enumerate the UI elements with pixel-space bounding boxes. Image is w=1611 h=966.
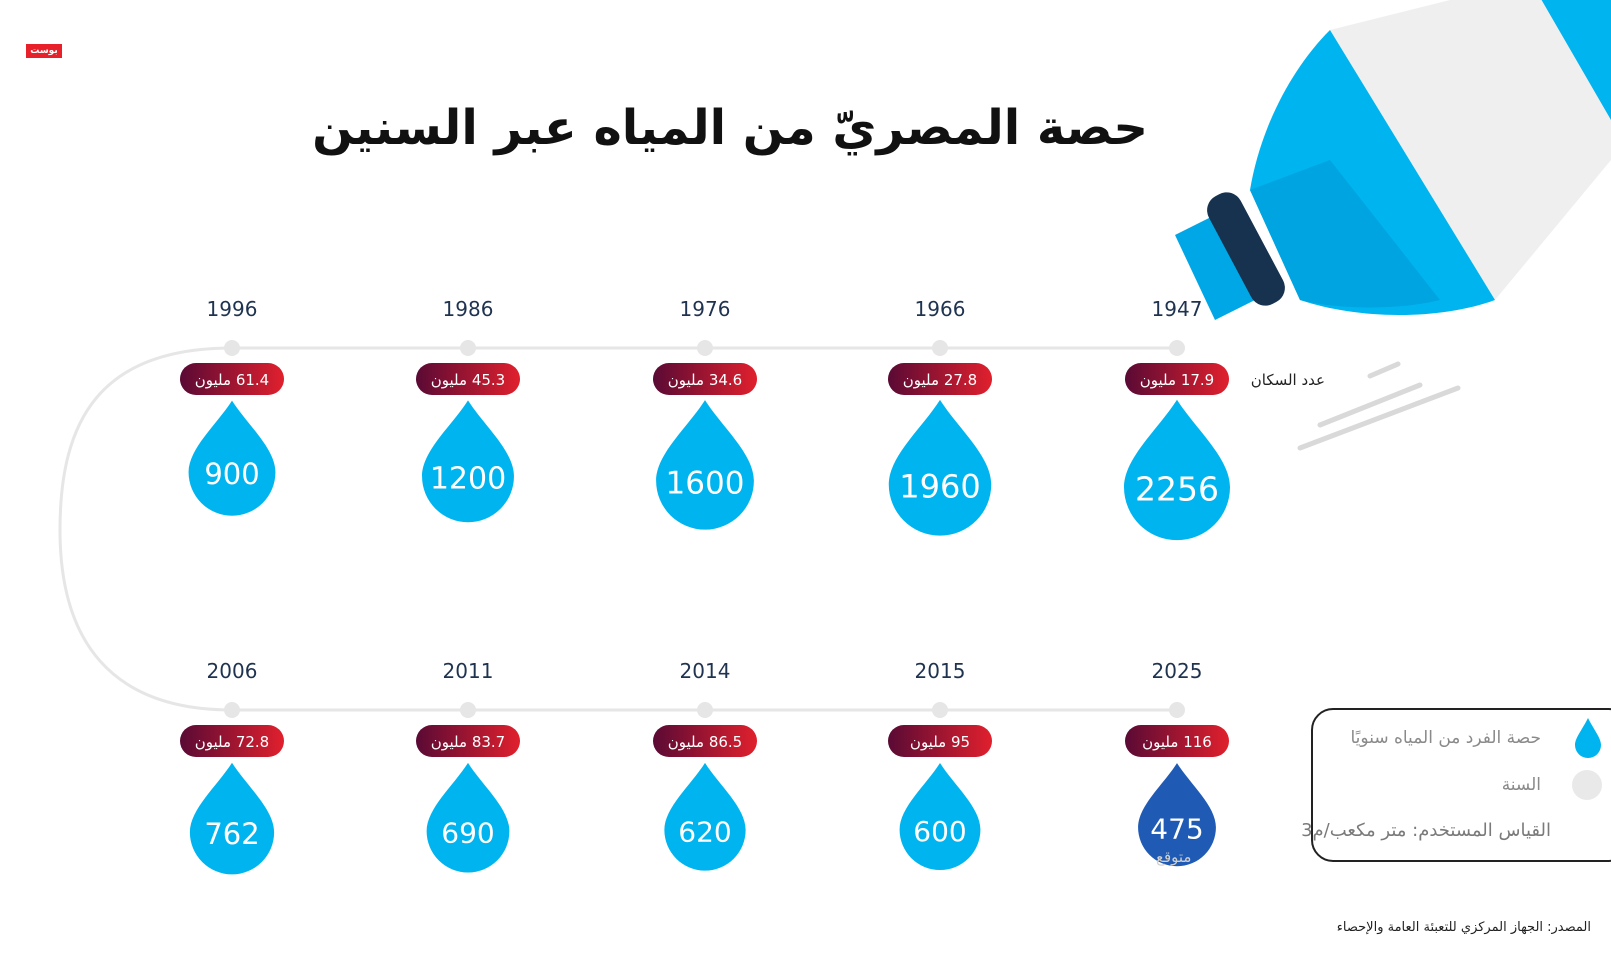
year-label: 2011: [443, 659, 494, 683]
population-value: 116 مليون: [1142, 733, 1212, 751]
year-dot: [460, 702, 476, 718]
legend-drop-label: حصة الفرد من المياه سنويًا: [1350, 728, 1542, 748]
population-pill: [180, 725, 284, 757]
population-pill: [180, 363, 284, 395]
water-drop: [899, 762, 981, 871]
water-drop: [1138, 763, 1216, 867]
population-pill: [1125, 725, 1229, 757]
population-value: 34.6 مليون: [668, 371, 742, 389]
population-label: عدد السكان: [1250, 371, 1325, 389]
drop-value: 475: [1150, 812, 1203, 845]
drop-value: 2256: [1135, 470, 1219, 509]
population-pill: [1125, 363, 1229, 395]
year-label: 1947: [1152, 297, 1203, 321]
year-dot: [1169, 702, 1185, 718]
drop-icon: [1575, 718, 1601, 758]
population-value: 17.9 مليون: [1140, 371, 1214, 389]
year-dot-icon: [1572, 770, 1602, 800]
year-dot: [697, 340, 713, 356]
year-dot: [224, 702, 240, 718]
population-pill: [416, 725, 520, 757]
population-value: 72.8 مليون: [195, 733, 269, 751]
drop-value: 690: [441, 817, 494, 850]
population-pill: [653, 725, 757, 757]
year-label: 1986: [443, 297, 494, 321]
year-dot: [1169, 340, 1185, 356]
source-note: المصدر: الجهاز المركزي للتعبئة العامة وا…: [1336, 920, 1591, 935]
population-value: 27.8 مليون: [903, 371, 977, 389]
water-drop: [664, 762, 746, 871]
legend: [1311, 708, 1611, 862]
population-value: 86.5 مليون: [668, 733, 742, 751]
year-label: 2025: [1152, 659, 1203, 683]
chart-title: حصة المصريّ من المياه عبر السنين: [312, 100, 1148, 156]
legend-year-label: السنة: [1501, 775, 1541, 795]
water-drop: [188, 400, 276, 516]
forecast-label: متوقع: [1156, 848, 1192, 866]
population-value: 45.3 مليون: [431, 371, 505, 389]
legend-unit-label: القياس المستخدم: متر مكعب/م3: [1301, 820, 1551, 841]
drop-value: 762: [204, 817, 259, 851]
year-label: 1996: [207, 297, 258, 321]
motion-lines: [1297, 361, 1461, 451]
drop-value: 600: [913, 815, 966, 848]
drop-value: 1200: [430, 462, 506, 497]
year-label: 1966: [915, 297, 966, 321]
year-label: 2006: [207, 659, 258, 683]
population-pill: [888, 363, 992, 395]
year-dot: [697, 702, 713, 718]
year-dot: [932, 340, 948, 356]
timeline-track: [58, 346, 1180, 712]
drop-value: 900: [204, 457, 259, 491]
logo-icon: بوست: [26, 44, 62, 58]
water-drop: [656, 400, 754, 530]
water-drop: [189, 762, 275, 875]
water-bottle-icon: [1175, 0, 1611, 320]
population-value: 83.7 مليون: [431, 733, 505, 751]
drop-value: 620: [678, 815, 731, 848]
year-dot: [932, 702, 948, 718]
year-dot: [460, 340, 476, 356]
water-drop: [422, 400, 514, 523]
year-label: 1976: [680, 297, 731, 321]
year-label: 2014: [680, 659, 731, 683]
water-drop: [888, 399, 992, 536]
population-pill: [888, 725, 992, 757]
population-value: 95 مليون: [910, 733, 970, 751]
water-drop: [1124, 399, 1230, 541]
water-drop: [426, 762, 510, 873]
drop-value: 1960: [899, 468, 980, 506]
population-pill: [653, 363, 757, 395]
year-label: 2015: [915, 659, 966, 683]
population-pill: [416, 363, 520, 395]
population-value: 61.4 مليون: [195, 371, 269, 389]
drop-value: 1600: [666, 466, 745, 502]
year-dot: [224, 340, 240, 356]
